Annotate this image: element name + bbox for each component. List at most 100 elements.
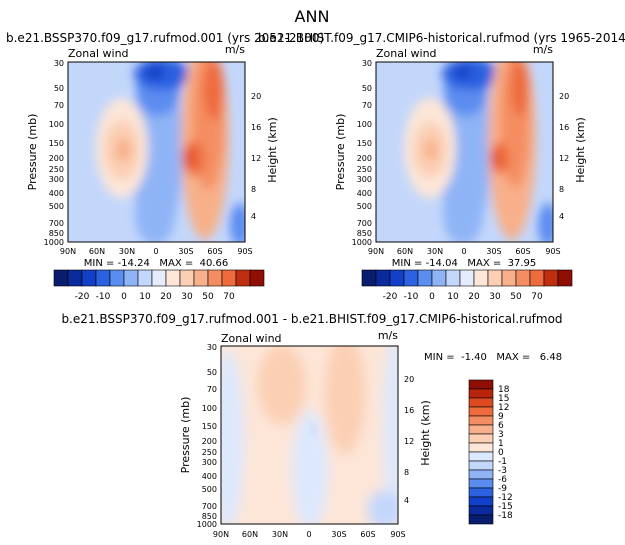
colorbar-label: -9	[498, 484, 507, 494]
colorbar-label: 50	[202, 292, 214, 302]
y-tick-label: 850	[357, 229, 372, 238]
colorbar-label: -10	[404, 292, 419, 302]
left-label: Zonal wind	[376, 47, 437, 60]
y2-axis-label: Height (km)	[266, 117, 279, 183]
x-tick-label: 60N	[89, 247, 105, 256]
stats-label: MIN = -14.24 MAX = 40.66	[84, 258, 228, 269]
strat-easterly-core	[454, 65, 472, 79]
panel-title: b.e21.BSSP370.f09_g17.rufmod.001 (yrs 20…	[6, 31, 324, 45]
south-jet-peak	[491, 150, 499, 166]
south-polar-easterly	[538, 203, 553, 242]
y-tick-label: 30	[54, 59, 64, 68]
y-tick-label: 150	[49, 139, 64, 148]
left-label: Zonal wind	[221, 332, 282, 345]
colorbar-label: 70	[223, 292, 235, 302]
colorbar: -20 -10 0 10 20 30 50 70	[361, 269, 573, 302]
south-jet-peak	[183, 148, 193, 168]
y-tick-label: 300	[202, 458, 217, 467]
colorbar-label: 1	[498, 439, 504, 449]
colorbar-label: 0	[498, 448, 504, 458]
y-tick-label: 200	[357, 154, 372, 163]
y-tick-label: 500	[357, 202, 372, 211]
colorbar-label: 30	[181, 292, 193, 302]
colorbar-box	[468, 496, 494, 507]
lower-easterly-region	[135, 185, 175, 242]
colorbar-box	[468, 433, 494, 444]
colorbar-box	[375, 269, 391, 287]
colorbar-box	[487, 269, 503, 287]
colorbar-label: 20	[160, 292, 172, 302]
colorbar-box	[529, 269, 545, 287]
colorbar-label: -15	[498, 502, 513, 512]
south-jet-center	[491, 142, 509, 174]
y-axis-ticks: 30 50 70 100 150 200 250 300 400 500 700…	[44, 59, 64, 247]
colorbar-box	[468, 460, 494, 471]
south-weak-negative	[383, 346, 398, 524]
y-tick-label: 70	[362, 101, 372, 110]
colorbar-label: 10	[139, 292, 151, 302]
y-tick-label: 150	[357, 139, 372, 148]
colorbar-label: -20	[75, 292, 90, 302]
colorbar-label: 50	[510, 292, 522, 302]
colorbar-box	[179, 269, 195, 287]
y-tick-label: 250	[202, 448, 217, 457]
north-jet-core	[424, 139, 438, 161]
x-tick-label: 90S	[545, 247, 560, 256]
x-tick-label: 30N	[119, 247, 135, 256]
y-tick-label: 700	[357, 219, 372, 228]
y2-tick-label: 16	[404, 406, 414, 415]
y-axis-label: Pressure (mb)	[179, 397, 192, 474]
y-tick-label: 150	[202, 422, 217, 431]
colorbar-label: 12	[498, 403, 509, 413]
colorbar-box	[468, 451, 494, 462]
y2-tick-label: 20	[404, 375, 414, 384]
y-tick-label: 70	[54, 101, 64, 110]
colorbar-box	[468, 505, 494, 516]
y-tick-label: 30	[362, 59, 372, 68]
y-axis-ticks: 30 50 70 100 150 200 250 300 400 500 700…	[197, 343, 217, 529]
colorbar-box	[193, 269, 209, 287]
y-tick-label: 200	[202, 437, 217, 446]
colorbar-box	[389, 269, 405, 287]
colorbar-label: 0	[121, 292, 127, 302]
stats-label: MIN = -14.04 MAX = 37.95	[392, 258, 536, 269]
colorbar-box	[473, 269, 489, 287]
strat-easterly-core	[145, 64, 165, 80]
y-tick-label: 400	[202, 472, 217, 481]
x-tick-label: 0	[461, 247, 466, 256]
x-axis-ticks: 90N 60N 30N 0 30S 60S 90S	[368, 247, 561, 256]
colorbar-box	[468, 397, 494, 408]
colorbar-label: -6	[498, 475, 507, 485]
north-jet-increase	[258, 346, 306, 425]
colorbar-box	[515, 269, 531, 287]
colorbar-label: 20	[468, 292, 480, 302]
plot-frame	[375, 61, 554, 243]
colorbar-box	[221, 269, 237, 287]
y-tick-label: 500	[49, 202, 64, 211]
colorbar-box	[207, 269, 223, 287]
y2-tick-label: 12	[251, 154, 261, 163]
y2-tick-label: 20	[559, 92, 569, 101]
panel-title: b.e21.BSSP370.f09_g17.rufmod.001 - b.e21…	[61, 312, 562, 326]
y-tick-label: 250	[357, 165, 372, 174]
y2-tick-label: 12	[404, 437, 414, 446]
colorbar-box	[53, 269, 69, 287]
colorbar-label: -18	[498, 511, 513, 521]
tropical-weak-negative	[292, 410, 328, 524]
colorbar-label: -3	[498, 466, 507, 476]
south-jet-increase	[325, 346, 365, 455]
colorbar-label: 18	[498, 385, 510, 395]
y-axis-label: Pressure (mb)	[334, 114, 347, 191]
y2-tick-label: 8	[251, 185, 256, 194]
colorbar-box	[468, 379, 494, 390]
colorbar-box	[417, 269, 433, 287]
panel-historical: b.e21.BHIST.f09_g17.CMIP6-historical.ruf…	[258, 31, 625, 302]
x-tick-label: 90N	[368, 247, 384, 256]
y-tick-label: 200	[49, 154, 64, 163]
colorbar-box	[459, 269, 475, 287]
y-tick-label: 850	[202, 512, 217, 521]
colorbar-box	[109, 269, 125, 287]
y-tick-label: 700	[49, 219, 64, 228]
colorbar-box	[235, 269, 251, 287]
y-tick-label: 1000	[352, 238, 372, 247]
